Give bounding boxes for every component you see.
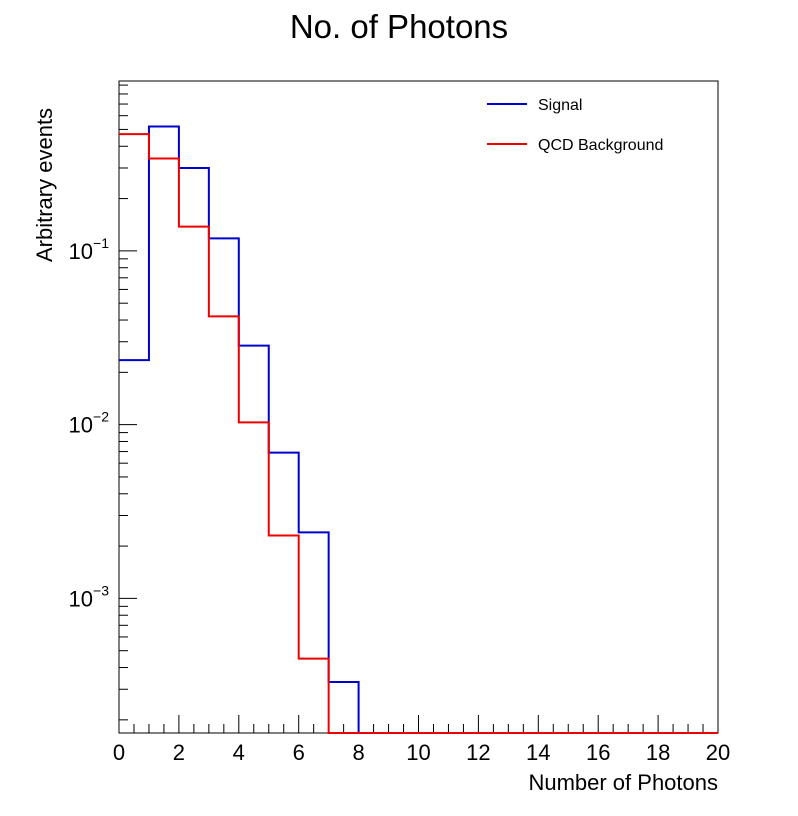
- x-tick-label: 12: [466, 740, 490, 765]
- x-tick-label: 4: [233, 740, 245, 765]
- y-axis-title: Arbitrary events: [32, 108, 57, 262]
- x-tick-label: 6: [293, 740, 305, 765]
- y-tick-base: 10: [69, 586, 93, 611]
- y-tick-label: 10−2: [69, 409, 110, 438]
- y-tick-exponent: −1: [93, 235, 109, 251]
- x-tick-label: 0: [113, 740, 125, 765]
- x-axis-ticks: 0 2 4 6 8 10 12 14 16 18 20: [113, 715, 730, 765]
- x-tick-label: 20: [706, 740, 730, 765]
- series-line-qcd-background: [119, 133, 718, 734]
- y-tick-exponent: −3: [93, 582, 109, 598]
- chart-title: No. of Photons: [290, 8, 508, 45]
- y-tick-base: 10: [69, 413, 93, 438]
- y-tick-exponent: −2: [93, 409, 109, 425]
- legend-label: QCD Background: [538, 137, 663, 154]
- legend: Signal QCD Background: [487, 97, 663, 154]
- y-tick-label: 10−3: [69, 582, 110, 611]
- x-tick-label: 14: [526, 740, 550, 765]
- x-tick-label: 10: [406, 740, 430, 765]
- y-tick-label: 10−1: [69, 235, 110, 264]
- y-tick-base: 10: [69, 239, 93, 264]
- y-axis-ticks: 10−110−210−3: [69, 84, 137, 721]
- x-tick-label: 2: [173, 740, 185, 765]
- x-tick-label: 18: [646, 740, 670, 765]
- x-axis-title: Number of Photons: [528, 770, 718, 795]
- x-tick-label: 16: [586, 740, 610, 765]
- series-group: [119, 125, 718, 734]
- legend-label: Signal: [538, 97, 582, 114]
- x-tick-label: 8: [352, 740, 364, 765]
